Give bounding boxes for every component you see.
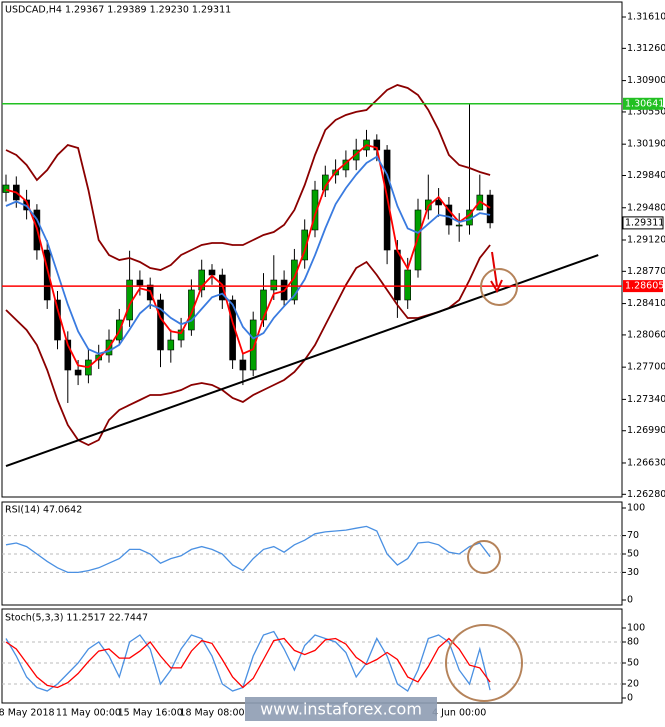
indicator-line xyxy=(5,637,491,689)
candle-body xyxy=(404,269,412,301)
price-label: 1.29311 xyxy=(625,217,664,228)
rsi-title: RSI(14) 47.0642 xyxy=(5,505,82,516)
y-tick-label: 1.29480 xyxy=(627,202,665,213)
candle-body xyxy=(74,369,82,376)
y-tick-label: 100 xyxy=(627,623,645,634)
y-tick-label: 1.28060 xyxy=(627,329,665,340)
price-label: 1.28605 xyxy=(625,281,664,292)
indicator-line xyxy=(5,144,491,369)
candle-body xyxy=(394,249,401,301)
y-tick-label: 20 xyxy=(627,679,639,690)
candle-body xyxy=(270,279,278,291)
y-tick-label: 1.30900 xyxy=(627,75,665,86)
y-tick-label: 1.26630 xyxy=(627,457,665,468)
indicator-line xyxy=(5,244,491,447)
y-tick-label: 1.26990 xyxy=(627,425,665,436)
y-tick-label: 1.29120 xyxy=(627,234,665,245)
y-tick-label: 50 xyxy=(627,549,639,560)
candle-body xyxy=(157,299,164,351)
candle-body xyxy=(136,279,144,286)
x-tick-label: 4 Jun 00:00 xyxy=(432,708,486,719)
annotation-circle xyxy=(480,268,518,306)
annotation-circle xyxy=(467,540,501,574)
price-label: 1.30641 xyxy=(625,98,664,109)
y-tick-label: 1.30550 xyxy=(627,106,665,117)
y-tick-label: 0 xyxy=(627,595,633,606)
candle-body xyxy=(311,189,319,231)
candle-body xyxy=(239,359,247,371)
annotation-arrowhead xyxy=(490,279,503,294)
y-tick-label: 0 xyxy=(627,693,633,704)
indicator-line xyxy=(5,155,491,355)
stoch-panel xyxy=(1,608,623,704)
candle-body xyxy=(43,249,51,301)
y-tick-label: 50 xyxy=(627,658,639,669)
candle-body xyxy=(64,339,72,371)
x-tick-label: 8 May 2018 xyxy=(0,708,55,719)
candle-body xyxy=(260,289,267,321)
y-tick-label: 1.27700 xyxy=(627,362,665,373)
indicator-line xyxy=(5,84,491,271)
y-tick-label: 30 xyxy=(627,567,639,578)
x-tick-label: 15 May 16:00 xyxy=(118,708,183,719)
candle-body xyxy=(435,199,442,206)
y-tick-label: 70 xyxy=(627,530,639,541)
price-label-box xyxy=(623,280,663,293)
indicator-line xyxy=(5,525,491,574)
y-tick-label: 1.28770 xyxy=(627,266,665,277)
watermark-box xyxy=(245,697,437,721)
y-tick-label: 1.30190 xyxy=(627,139,665,150)
candle-body xyxy=(486,194,494,224)
price-label-box xyxy=(623,97,663,110)
candle-body xyxy=(208,269,216,276)
annotation-circle xyxy=(445,624,523,702)
trend-line xyxy=(5,254,599,467)
main-panel xyxy=(1,1,623,498)
y-tick-label: 1.27340 xyxy=(627,394,665,405)
y-tick-label: 1.31610 xyxy=(627,12,665,23)
stoch-title: Stoch(5,3,3) 11.2517 22.7447 xyxy=(5,613,148,624)
candle-body xyxy=(198,269,205,291)
y-tick-label: 1.26280 xyxy=(627,489,665,500)
y-tick-label: 100 xyxy=(627,503,645,514)
indicator-line xyxy=(5,630,491,692)
chart-title: USDCAD,H4 1.29367 1.29389 1.29230 1.2931… xyxy=(5,5,231,16)
candle-body xyxy=(2,184,10,193)
y-tick-label: 1.29840 xyxy=(627,170,665,181)
candle-body xyxy=(188,289,195,331)
price-label-box xyxy=(622,216,664,230)
watermark: www.instaforex.com xyxy=(260,700,422,719)
candle-body xyxy=(291,259,298,301)
x-tick-label: 18 May 08:00 xyxy=(179,708,244,719)
candle-body xyxy=(455,224,463,227)
x-tick-label: 11 May 00:00 xyxy=(56,708,121,719)
candle-body xyxy=(177,329,185,341)
y-tick-label: 80 xyxy=(627,637,639,648)
candle-body xyxy=(301,229,309,261)
candle-body xyxy=(167,339,175,351)
y-tick-label: 1.28410 xyxy=(627,298,665,309)
candle-body xyxy=(249,319,257,371)
y-tick-label: 1.31260 xyxy=(627,43,665,54)
